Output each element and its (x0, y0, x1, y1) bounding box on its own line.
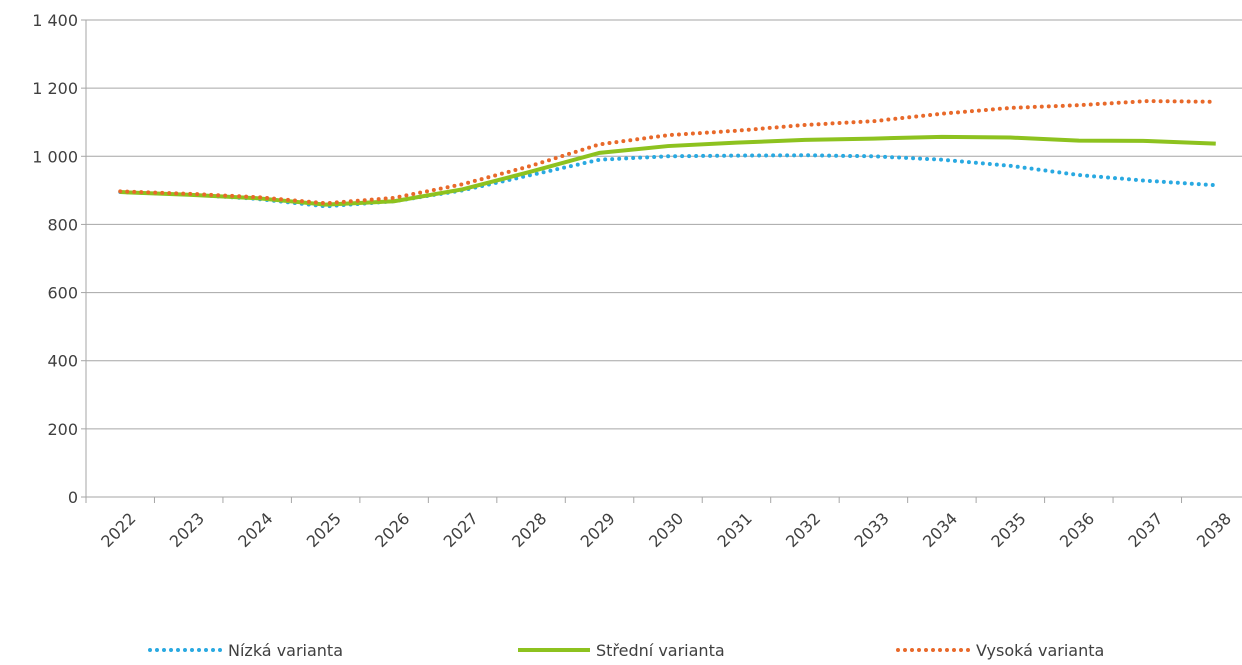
y-tick-label: 1 000 (32, 147, 78, 166)
y-tick-label: 800 (47, 215, 78, 234)
x-tick-label: 2027 (440, 509, 482, 551)
x-tick-label: 2026 (371, 509, 413, 551)
y-tick-label: 1 200 (32, 79, 78, 98)
x-tick-label: 2032 (782, 509, 824, 551)
series-line (118, 99, 1218, 206)
x-tick-label: 2034 (919, 509, 961, 551)
x-tick-label: 2022 (97, 509, 139, 551)
x-tick-label: 2033 (850, 509, 892, 551)
legend-label: Vysoká varianta (976, 641, 1104, 660)
legend-label: Střední varianta (596, 641, 725, 660)
x-tick-label: 2023 (166, 509, 208, 551)
x-tick-label: 2029 (577, 509, 619, 551)
x-tick-label: 2025 (303, 509, 345, 551)
series-line (118, 153, 1218, 209)
x-tick-label: 2038 (1193, 509, 1235, 551)
legend-label: Nízká varianta (228, 641, 343, 660)
y-tick-label: 400 (47, 352, 78, 371)
x-tick-label: 2031 (714, 509, 756, 551)
y-tick-label: 600 (47, 284, 78, 303)
x-tick-label: 2024 (234, 509, 276, 551)
x-tick-label: 2035 (987, 509, 1029, 551)
y-tick-label: 0 (68, 488, 78, 507)
y-tick-label: 200 (47, 420, 78, 439)
x-tick-label: 2037 (1124, 509, 1166, 551)
x-tick-label: 2030 (645, 509, 687, 551)
x-tick-label: 2036 (1056, 509, 1098, 551)
y-tick-label: 1 400 (32, 11, 78, 30)
x-tick-label: 2028 (508, 509, 550, 551)
